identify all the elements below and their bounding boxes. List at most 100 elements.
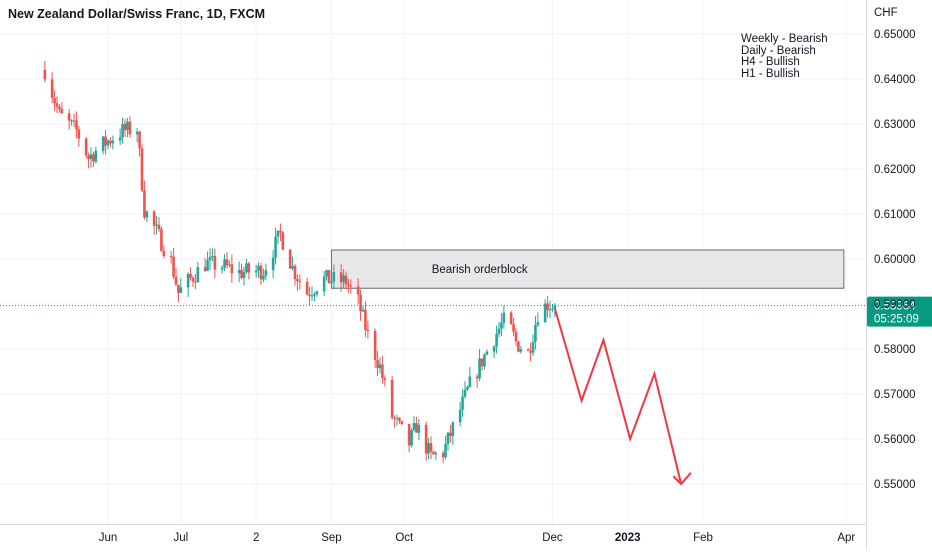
candle-body bbox=[169, 256, 173, 258]
candle-body bbox=[417, 424, 421, 433]
candle-body bbox=[446, 432, 450, 444]
candle-body bbox=[415, 423, 418, 433]
candle-body bbox=[152, 211, 156, 226]
candle-body bbox=[349, 285, 353, 287]
current-price-value: 0.58964 bbox=[874, 301, 916, 313]
candle-body bbox=[451, 422, 455, 436]
candle-body bbox=[143, 190, 146, 218]
candle-body bbox=[429, 443, 433, 452]
x-tick-label: 2 bbox=[253, 532, 259, 544]
candle-body bbox=[432, 451, 435, 455]
candle-body bbox=[310, 295, 314, 297]
candle-body bbox=[517, 341, 520, 352]
candle-body bbox=[128, 121, 132, 135]
candle-body bbox=[485, 351, 489, 355]
candle-body bbox=[492, 346, 496, 352]
chart-title: New Zealand Dollar/Swiss Franc, 1D, FXCM bbox=[8, 7, 266, 21]
candle-body bbox=[519, 349, 523, 352]
candle-body bbox=[427, 443, 430, 454]
candle-body bbox=[186, 273, 190, 288]
candle-body bbox=[288, 249, 292, 269]
candle-body bbox=[400, 420, 404, 424]
candle-body bbox=[466, 387, 469, 390]
price-scale-currency: CHF bbox=[874, 7, 898, 19]
candle-body bbox=[89, 154, 93, 160]
candle-body bbox=[72, 120, 76, 122]
candle-body bbox=[50, 79, 54, 98]
candle-body bbox=[237, 269, 241, 274]
candle-body bbox=[140, 148, 144, 191]
candle-body bbox=[123, 123, 127, 131]
candle-body bbox=[512, 324, 515, 332]
candle-body bbox=[58, 106, 61, 110]
candle-body bbox=[344, 275, 348, 285]
candle-body bbox=[162, 251, 166, 257]
candle-body bbox=[308, 294, 311, 296]
candle-body bbox=[293, 266, 297, 280]
candle-body bbox=[230, 264, 234, 274]
candle-body bbox=[262, 275, 265, 280]
candle-body bbox=[118, 137, 122, 141]
candle-body bbox=[279, 230, 282, 233]
candle-body bbox=[398, 418, 401, 421]
candle-body bbox=[179, 287, 183, 293]
candle-body bbox=[276, 230, 280, 237]
candle-body bbox=[381, 364, 384, 378]
candle-body bbox=[514, 331, 518, 342]
candle-body bbox=[546, 303, 549, 311]
x-tick-label: 2023 bbox=[615, 532, 641, 544]
candle-body bbox=[177, 284, 180, 293]
axes: 0.65000 0.64000 0.63000 0.62000 0.61000 0.600… bbox=[0, 0, 916, 550]
y-tick-label: 0.57000 bbox=[874, 389, 916, 401]
candle-body bbox=[461, 396, 464, 410]
candle-body bbox=[356, 286, 360, 295]
x-tick-label: Jul bbox=[174, 532, 189, 544]
candle-body bbox=[332, 272, 336, 282]
candle-body bbox=[412, 423, 416, 430]
candle-body bbox=[145, 211, 149, 218]
bias-note-h1: H1 - Bullish bbox=[741, 67, 800, 80]
candle-body bbox=[313, 294, 316, 296]
candle-body bbox=[325, 270, 328, 277]
candle-body bbox=[281, 232, 285, 250]
candle-body bbox=[529, 350, 532, 353]
candle-body bbox=[75, 120, 78, 130]
candle-body bbox=[478, 358, 481, 379]
candle-body bbox=[121, 123, 124, 138]
orderblock-group: Bearish orderblock bbox=[330, 249, 845, 289]
candle-body bbox=[330, 281, 333, 284]
candle-body bbox=[109, 140, 112, 144]
candle-body bbox=[463, 389, 467, 397]
candle-body bbox=[259, 265, 263, 280]
projection-group bbox=[553, 308, 692, 486]
candle-body bbox=[364, 309, 367, 331]
candle-body bbox=[322, 276, 326, 292]
candle-body bbox=[305, 281, 309, 295]
candle-body bbox=[553, 305, 557, 309]
candle-body bbox=[327, 270, 331, 284]
bias-note-weekly: Weekly - Bearish bbox=[741, 33, 828, 45]
candle-body bbox=[376, 359, 379, 369]
candle-body bbox=[390, 379, 394, 418]
candle-body bbox=[548, 309, 552, 311]
candle-body bbox=[298, 281, 302, 283]
candle-body bbox=[135, 131, 139, 135]
candle-body bbox=[94, 150, 98, 162]
candle-body bbox=[526, 349, 530, 351]
candle-body bbox=[274, 236, 277, 258]
x-tick-label: Feb bbox=[693, 532, 713, 544]
candle-body bbox=[291, 266, 294, 269]
candle-body bbox=[502, 312, 506, 323]
candle-body bbox=[155, 224, 158, 226]
projection-path bbox=[553, 308, 683, 485]
candle-body bbox=[339, 272, 343, 283]
candle-body bbox=[53, 97, 56, 104]
candle-body bbox=[191, 277, 195, 282]
candle-body bbox=[67, 113, 71, 121]
candle-body bbox=[534, 324, 537, 342]
candle-body bbox=[225, 259, 229, 266]
candle-body bbox=[495, 333, 498, 347]
candle-body bbox=[480, 358, 484, 367]
